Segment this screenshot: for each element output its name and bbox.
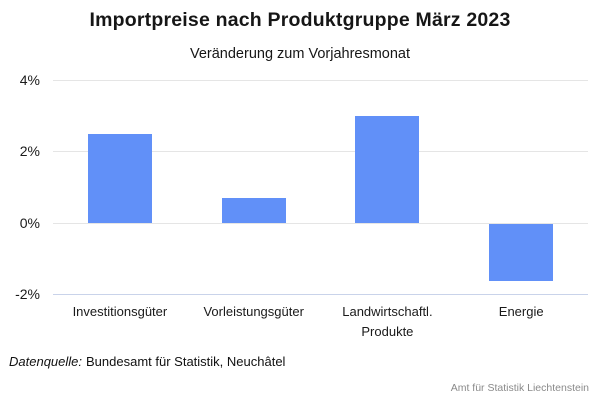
y-axis-tick-label: 0% — [19, 214, 40, 231]
source-text: Bundesamt für Statistik, Neuchâtel — [86, 354, 286, 369]
chart-title: Importpreise nach Produktgruppe März 202… — [89, 9, 511, 31]
gridline-zero — [53, 222, 588, 224]
chart-subtitle: Veränderung zum Vorjahresmonat — [189, 46, 411, 62]
gridline — [53, 151, 588, 153]
source-label: Datenquelle: — [9, 354, 82, 369]
x-axis-category-label: Vorleistungsgüter — [203, 304, 304, 319]
gridline — [53, 80, 588, 81]
footer-credit: Amt für Statistik Liechtenstein — [450, 382, 589, 394]
y-axis-tick-label: 4% — [19, 72, 40, 88]
plot-area — [53, 80, 588, 295]
x-axis-category-label: Energie — [498, 304, 544, 319]
x-axis-category-label: Investitionsgüter — [72, 304, 168, 319]
footer-source: Datenquelle: Bundesamt für Statistik, Neu… — [9, 354, 285, 369]
bar-2 — [221, 197, 286, 223]
y-axis-tick-label: 2% — [19, 143, 40, 160]
x-axis-category-label: Landwirtschaftl. Produkte — [342, 304, 433, 340]
bar-4 — [489, 223, 554, 281]
y-axis-tick-label: -2% — [15, 286, 40, 302]
bar-1 — [87, 133, 152, 223]
gridline — [53, 294, 588, 295]
bar-3 — [355, 115, 420, 223]
